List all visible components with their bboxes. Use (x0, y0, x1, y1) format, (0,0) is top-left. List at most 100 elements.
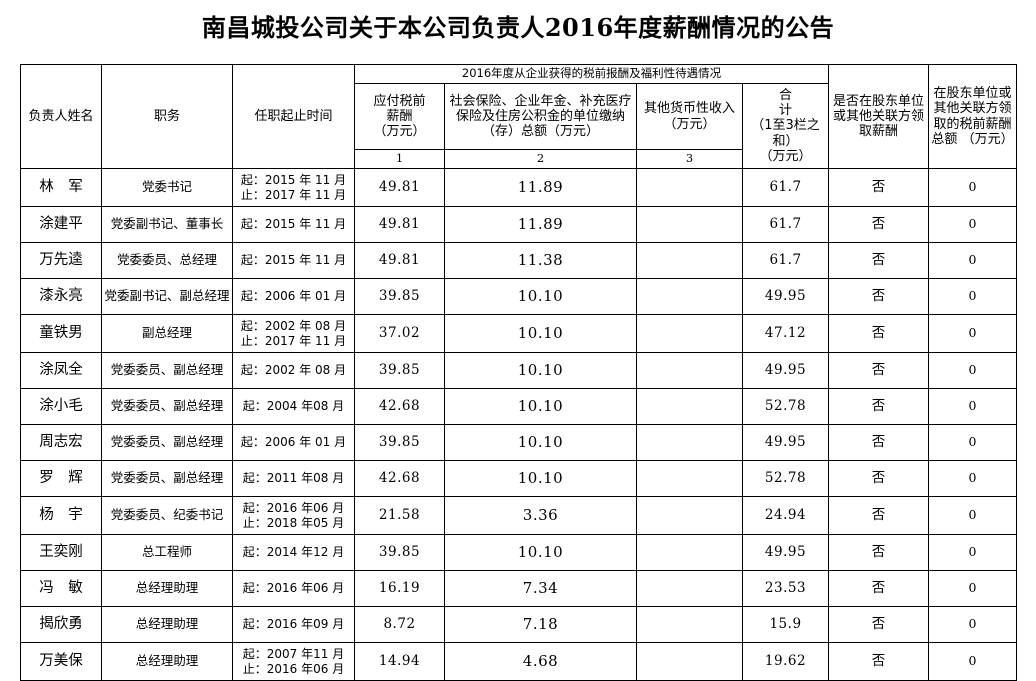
table-row: 冯 敏总经理助理 起：2016 年06 月 16.19 7.34 23.53 否 0 (20, 570, 1018, 607)
executive-compensation-table: 负责人姓名 职务 任职起止时间 2016年度从企业获得的税前报酬及福利性待遇情况… (20, 64, 1018, 681)
cell-other-income (636, 388, 743, 425)
col-header-benefits: 社会保险、企业年金、补充医疗 保险及住房公积金的单位缴纳 （存）总额（万元） (444, 83, 637, 150)
table-row: 涂凤全 党委委员、副总经理 起：2002 年 08 月 39.85 10.10 49.95… (20, 352, 1018, 389)
cell-benefits: 10.10 (444, 388, 637, 425)
benefits-line-2: 保险及住房公积金的单位缴纳 (455, 108, 625, 124)
total-line-2: （1至3栏之 (751, 118, 820, 134)
shareholder-pay-line-1: 是否在股东单位 (833, 93, 925, 109)
cell-shareholder-pay: 否 (828, 496, 930, 535)
col-header-pretax-salary: 应付税前 薪酬 （万元） (354, 83, 445, 150)
term-end: 止：2016 年06 月 (242, 661, 345, 676)
col-header-term: 任职起止时间 (232, 64, 355, 169)
cell-other-income (636, 496, 743, 535)
cell-position: 总经理助理 (101, 642, 233, 681)
cell-shareholder-amount: 0 (928, 206, 1018, 243)
cell-other-income (636, 168, 743, 207)
cell-shareholder-amount: 0 (928, 242, 1018, 279)
cell-shareholder-pay: 否 (828, 460, 930, 497)
cell-shareholder-pay: 否 (828, 206, 930, 243)
term-start: 起：2002 年 08 月 (240, 363, 347, 378)
cell-total: 49.95 (741, 352, 830, 389)
cell-term: 起：2006 年 01 月 (232, 424, 355, 461)
cell-term: 起：2007 年11 月止：2016 年06 月 (232, 642, 355, 681)
cell-benefits: 7.18 (444, 606, 637, 643)
cell-term: 起：2002 年 08 月止：2017 年 11 月 (232, 314, 355, 353)
col-header-post: 职务 (101, 64, 233, 169)
term-start: 起：2015 年 11 月 (240, 217, 347, 232)
col-number-3: 3 (636, 149, 743, 169)
header-row-subcolumns: 应付税前 薪酬 （万元） 社会保险、企业年金、补充医疗 保险及住房公积金的单位缴… (21, 83, 1017, 169)
table-row: 周志宏 党委委员、副总经理 起：2006 年 01 月 39.85 10.10 49.95… (20, 424, 1018, 461)
cell-other-income (636, 352, 743, 389)
cell-shareholder-amount: 0 (928, 314, 1018, 353)
col-header-group-2016-compensation: 2016年度从企业获得的税前报酬及福利性待遇情况 (353, 64, 830, 84)
cell-other-income (636, 424, 743, 461)
cell-shareholder-amount: 0 (928, 642, 1018, 681)
cell-position: 党委委员、副总经理 (101, 424, 233, 461)
shareholder-amount-line-1: 在股东单位或 (933, 85, 1012, 101)
cell-benefits: 10.10 (444, 314, 637, 353)
term-start: 起：2016 年06 月 (242, 581, 345, 596)
cell-total: 24.94 (741, 496, 830, 535)
table-row: 童铁男 副总经理 起：2002 年 08 月止：2017 年 11 月 37.02 10… (20, 314, 1018, 353)
cell-officer-name: 涂小毛 (20, 388, 102, 425)
table-row: 漆永亮 党委副书记、副总经理 起：2006 年 01 月 39.85 10.10 49.9… (20, 278, 1018, 315)
table-row: 罗 辉党委委员、副总经理 起：2011 年08 月 42.68 10.10 52.78 否… (20, 460, 1018, 497)
cell-benefits: 4.68 (444, 642, 637, 681)
cell-term: 起：2016 年06 月止：2018 年05 月 (232, 496, 355, 535)
cell-shareholder-amount: 0 (928, 570, 1018, 607)
cell-officer-name: 涂凤全 (20, 352, 102, 389)
other-income-line-2: （万元） (663, 116, 716, 132)
term-start: 起：2014 年12 月 (242, 545, 345, 560)
cell-term: 起：2015 年 11 月止：2017 年 11 月 (232, 168, 355, 207)
benefits-line-1: 社会保险、企业年金、补充医疗 (449, 93, 632, 109)
cell-pretax-salary: 42.68 (354, 388, 445, 425)
cell-position: 党委委员、总经理 (101, 242, 233, 279)
cell-other-income (636, 570, 743, 607)
term-start: 起：2007 年11 月 (242, 647, 345, 662)
cell-total: 61.7 (741, 168, 830, 207)
cell-officer-name: 周志宏 (20, 424, 102, 461)
cell-benefits: 10.10 (444, 278, 637, 315)
cell-pretax-salary: 39.85 (354, 534, 445, 571)
term-start: 起：2016 年06 月 (242, 501, 345, 516)
cell-total: 49.95 (741, 424, 830, 461)
cell-shareholder-amount: 0 (928, 168, 1018, 207)
cell-term: 起：2015 年 11 月 (232, 242, 355, 279)
cell-benefits: 11.38 (444, 242, 637, 279)
cell-benefits: 3.36 (444, 496, 637, 535)
cell-officer-name: 揭欣勇 (20, 606, 102, 643)
shareholder-amount-line-4: 总额 (931, 131, 958, 147)
cell-shareholder-pay: 否 (828, 352, 930, 389)
cell-position: 党委副书记、副总经理 (101, 278, 233, 315)
cell-term: 起：2011 年08 月 (232, 460, 355, 497)
page-title: 南昌城投公司关于本公司负责人2016年度薪酬情况的公告 (201, 13, 835, 42)
shareholder-amount-line-3: 取的税前薪酬 (933, 116, 1012, 132)
cell-officer-name: 漆永亮 (20, 278, 102, 315)
pretax-salary-line-2: 薪酬 (386, 108, 413, 124)
shareholder-amount-line-5: （万元） (961, 131, 1014, 147)
table-row: 杨 宇党委委员、纪委书记 起：2016 年06 月止：2018 年05 月 21.5… (20, 496, 1018, 535)
cell-other-income (636, 242, 743, 279)
col-header-shareholder-amount: 在股东单位或 其他关联方领 取的税前薪酬 总额 （万元） (928, 64, 1018, 169)
table-row: 涂小毛 党委委员、副总经理 起：2004 年08 月 42.68 10.10 52.78 否… (20, 388, 1018, 425)
shareholder-pay-line-3: 取薪酬 (859, 124, 899, 140)
cell-pretax-salary: 14.94 (354, 642, 445, 681)
pretax-salary-line-1: 应付税前 (373, 93, 426, 109)
table-body: 林 军党委书记 起：2015 年 11 月止：2017 年 11 月 49.81 11… (20, 168, 1018, 681)
table-row: 万美保 总经理助理 起：2007 年11 月止：2016 年06 月 14.94 4.6… (20, 642, 1018, 681)
cell-position: 党委委员、副总经理 (101, 388, 233, 425)
total-line-1: 合 计 (779, 87, 849, 118)
cell-pretax-salary: 21.58 (354, 496, 445, 535)
cell-shareholder-pay: 否 (828, 314, 930, 353)
cell-total: 61.7 (741, 206, 830, 243)
cell-shareholder-pay: 否 (828, 642, 930, 681)
col-header-total: 合 计 （1至3栏之 和） （万元） (741, 83, 849, 169)
cell-other-income (636, 206, 743, 243)
cell-pretax-salary: 49.81 (354, 168, 445, 207)
cell-shareholder-pay: 否 (828, 570, 930, 607)
col-header-other-income: 其他货币性收入 （万元） (636, 83, 743, 150)
term-start: 起：2006 年 01 月 (240, 289, 347, 304)
cell-shareholder-amount: 0 (928, 496, 1018, 535)
cell-shareholder-amount: 0 (928, 534, 1018, 571)
